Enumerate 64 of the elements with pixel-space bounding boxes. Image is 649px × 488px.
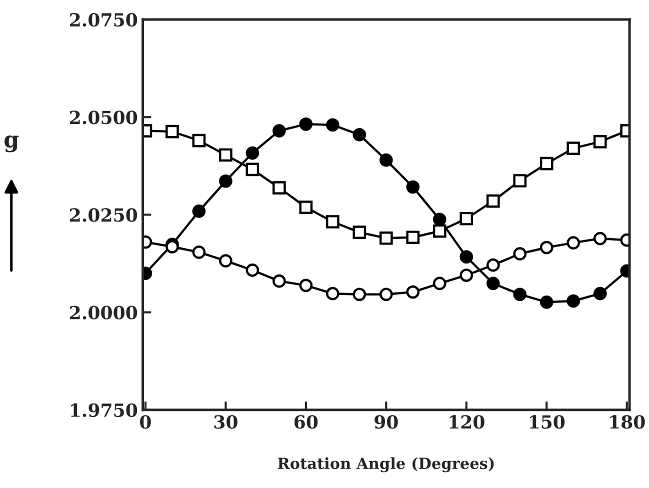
point (540, 240, 554, 254)
point (272, 181, 286, 194)
y-tick-label: 2.0250 (70, 208, 138, 222)
point (166, 124, 179, 138)
point (219, 254, 232, 268)
y-tick-label: 2.0750 (70, 12, 138, 27)
point (566, 142, 580, 156)
point (593, 135, 607, 148)
point (513, 288, 527, 302)
y-axis-title: g (4, 135, 19, 152)
point (246, 146, 260, 160)
y-tick-label: 2.0000 (70, 306, 138, 320)
point (379, 153, 393, 167)
x-tick-label: 30 (214, 415, 238, 429)
x-tick-label: 0 (140, 415, 151, 429)
point (352, 128, 366, 142)
point (460, 212, 474, 226)
point (540, 156, 554, 170)
point (513, 174, 527, 188)
y-tick-label: 2.0500 (70, 110, 138, 124)
point (166, 240, 179, 254)
point (406, 180, 420, 194)
point (246, 263, 260, 277)
point (272, 124, 286, 138)
x-tick-label: 180 (610, 415, 645, 429)
point (486, 258, 500, 272)
point (432, 276, 446, 290)
point (246, 162, 260, 176)
point (460, 250, 474, 264)
point (593, 286, 607, 300)
point (432, 212, 446, 226)
point (593, 232, 607, 246)
point (379, 288, 393, 302)
point (513, 247, 527, 260)
point (486, 276, 500, 290)
point (326, 286, 340, 300)
x-tick-label: 90 (374, 415, 398, 429)
point (406, 230, 420, 244)
x-tick-label: 120 (450, 415, 484, 429)
point (566, 294, 580, 308)
point (192, 134, 206, 148)
point (192, 246, 206, 259)
point (352, 288, 366, 302)
point (406, 285, 420, 299)
y-tick-label: 1.9750 (71, 403, 138, 418)
point (299, 117, 313, 131)
point (352, 226, 366, 239)
point (460, 268, 474, 282)
point (299, 200, 313, 214)
point (540, 296, 554, 309)
point (566, 236, 580, 250)
x-axis-title: Rotation Angle (Degrees) (278, 457, 494, 472)
point (192, 204, 206, 218)
point (219, 148, 232, 162)
point (486, 194, 500, 208)
point (432, 224, 446, 238)
point (326, 215, 340, 228)
point (219, 174, 232, 188)
point (299, 278, 313, 292)
x-tick-label: 60 (294, 415, 318, 429)
point (379, 231, 393, 245)
point (272, 274, 286, 288)
point (326, 118, 340, 132)
x-tick-label: 150 (530, 415, 565, 429)
